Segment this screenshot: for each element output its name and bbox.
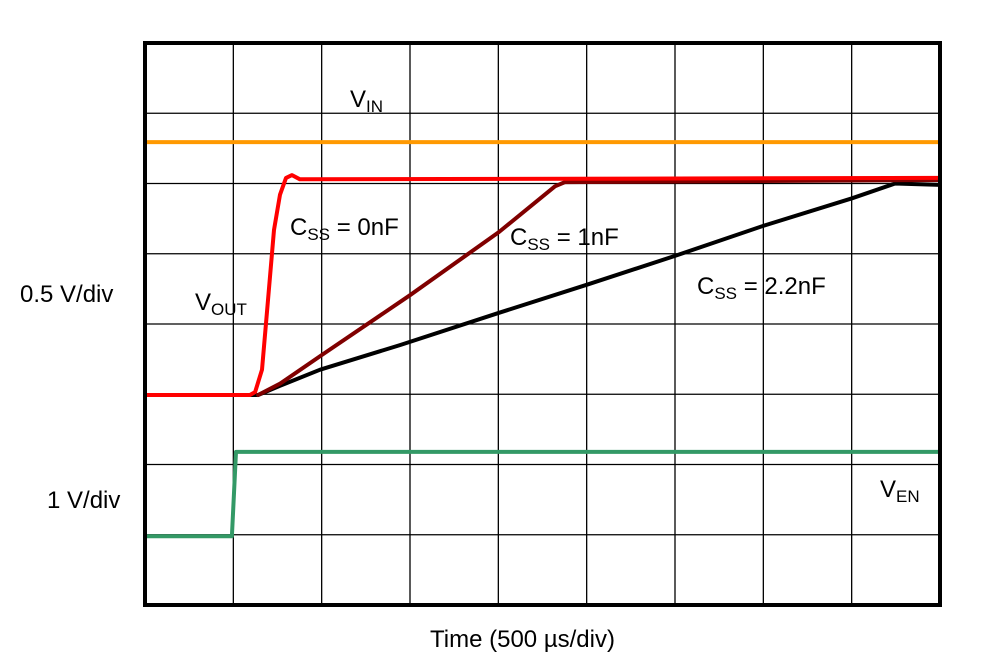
- vout-label: VOUT: [195, 289, 247, 319]
- vout-scale-label: 0.5 V/div: [20, 281, 114, 308]
- ven-label: VEN: [880, 476, 920, 506]
- traces: [143, 140, 942, 539]
- css-2-2nf-label: CSS = 2.2nF: [697, 273, 826, 303]
- vin-label: VIN: [350, 86, 384, 116]
- x-axis-label: Time (500 µs/div): [430, 626, 615, 653]
- trace-ven: [143, 449, 942, 539]
- css-1nf-label: CSS = 1nF: [510, 224, 619, 254]
- ven-scale-label: 1 V/div: [47, 487, 121, 514]
- trace-css-0nf: [143, 173, 942, 397]
- plot-frame: [143, 41, 942, 607]
- grid: [145, 43, 940, 605]
- css-0nf-label: CSS = 0nF: [290, 214, 399, 244]
- trace-css-1nf: [256, 178, 942, 397]
